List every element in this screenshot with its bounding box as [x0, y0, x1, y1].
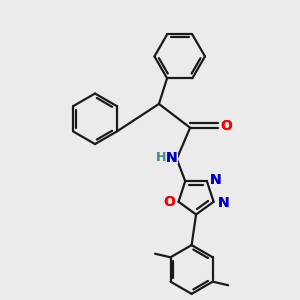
Bar [162, 196, 176, 207]
Bar [209, 174, 221, 185]
Text: N: N [209, 173, 221, 187]
Bar [165, 153, 178, 164]
Text: O: O [221, 118, 232, 133]
Bar [217, 198, 229, 209]
Text: O: O [163, 195, 175, 209]
Bar [156, 152, 167, 164]
Text: N: N [217, 196, 229, 210]
Text: N: N [166, 151, 177, 165]
Bar [220, 120, 233, 131]
Text: N: N [209, 173, 221, 187]
Text: H: H [156, 151, 166, 164]
Text: N: N [166, 151, 177, 165]
Text: O: O [163, 195, 175, 209]
Text: O: O [221, 118, 232, 133]
Text: H: H [156, 151, 166, 164]
Text: N: N [217, 196, 229, 210]
